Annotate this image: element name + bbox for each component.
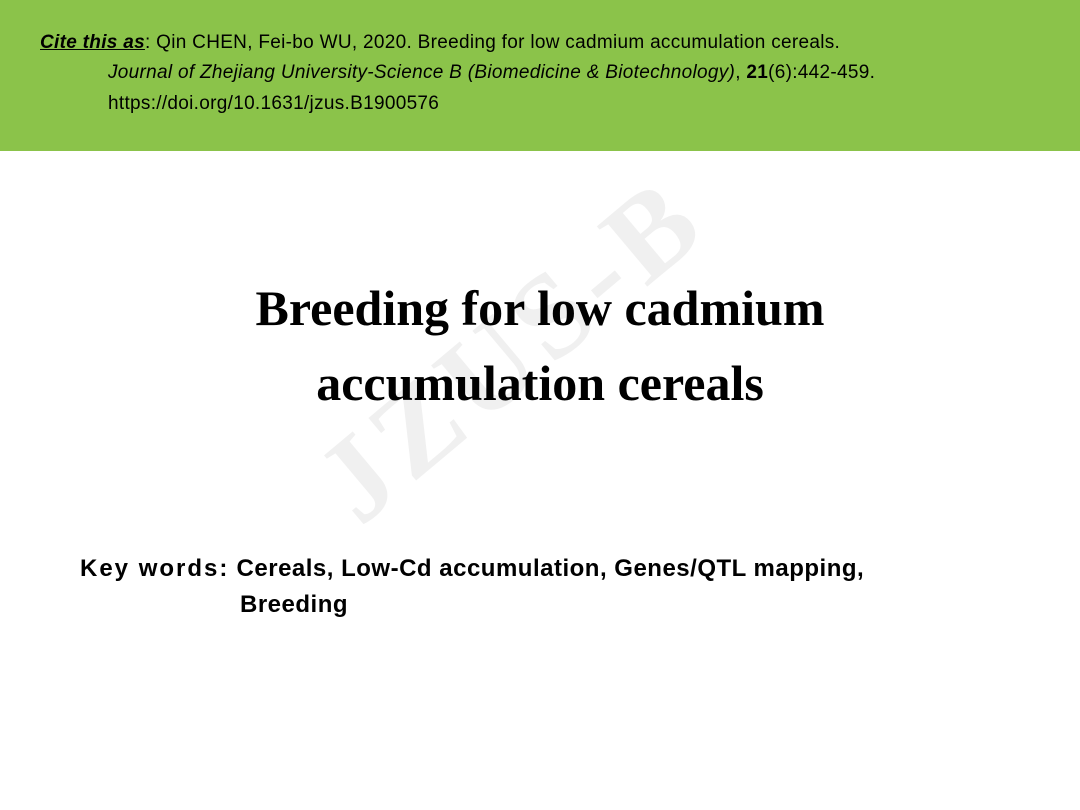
keywords-label: Key words: bbox=[80, 555, 229, 582]
keywords-block: Key words: Cereals, Low-Cd accumulation,… bbox=[0, 551, 1080, 623]
keywords-text1: Cereals, Low-Cd accumulation, Genes/QTL … bbox=[229, 555, 864, 582]
cite-authors: : Qin CHEN, Fei-bo WU, 2020. Breeding fo… bbox=[145, 32, 840, 53]
cite-doi: https://doi.org/10.1631/jzus.B1900576 bbox=[108, 93, 439, 114]
citation-line3: https://doi.org/10.1631/jzus.B1900576 bbox=[40, 89, 1040, 119]
title-line1: Breeding for low cadmium bbox=[60, 271, 1020, 346]
cite-issue: (6):442-459. bbox=[768, 62, 875, 83]
cite-punct: , bbox=[735, 62, 746, 83]
title-line2: accumulation cereals bbox=[60, 346, 1020, 421]
citation-line2: Journal of Zhejiang University-Science B… bbox=[40, 58, 1040, 88]
cite-label: Cite this as bbox=[40, 32, 145, 53]
cite-volume: 21 bbox=[746, 62, 768, 83]
citation-line1: Cite this as: Qin CHEN, Fei-bo WU, 2020.… bbox=[40, 28, 1040, 58]
citation-text: Cite this as: Qin CHEN, Fei-bo WU, 2020.… bbox=[40, 28, 1040, 119]
main-title: Breeding for low cadmium accumulation ce… bbox=[0, 271, 1080, 421]
cite-journal: Journal of Zhejiang University-Science B… bbox=[108, 62, 735, 83]
keywords-line1: Key words: Cereals, Low-Cd accumulation,… bbox=[80, 551, 1000, 587]
keywords-text2: Breeding bbox=[240, 591, 348, 618]
citation-box: Cite this as: Qin CHEN, Fei-bo WU, 2020.… bbox=[0, 0, 1080, 151]
keywords-line2: Breeding bbox=[80, 587, 1000, 623]
